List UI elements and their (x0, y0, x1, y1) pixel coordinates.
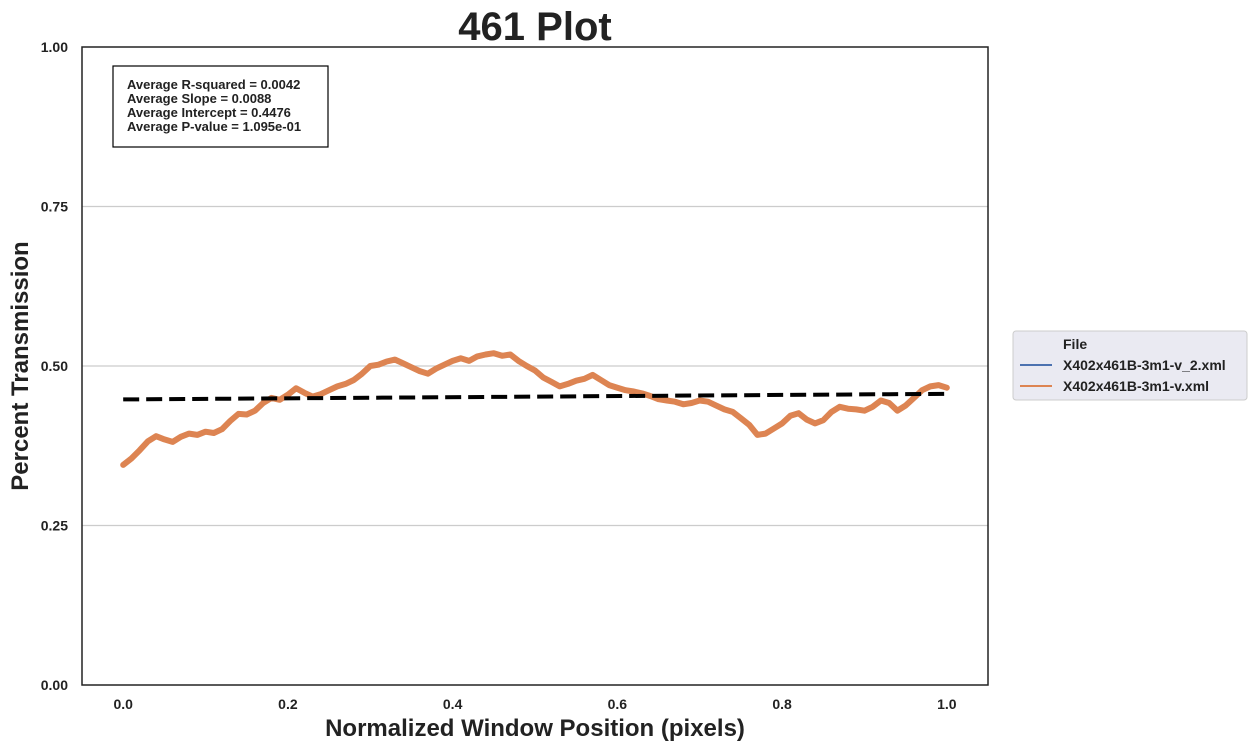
legend-title: File (1063, 336, 1087, 352)
x-axis-label: Normalized Window Position (pixels) (325, 715, 745, 742)
x-tick-label-5: 1.0 (937, 696, 957, 712)
y-axis-label: Percent Transmission (7, 241, 34, 490)
x-tick-label-0: 0.0 (113, 696, 133, 712)
series-group (120, 350, 950, 468)
stats-box-frame (112, 65, 329, 148)
chart-title: 461 Plot (458, 5, 611, 49)
legend-label-0: X402x461B-3m1-v_2.xml (1063, 357, 1226, 373)
legend: File X402x461B-3m1-v_2.xml X402x461B-3m1… (1012, 330, 1248, 401)
y-tick-label-1: 0.25 (41, 518, 68, 534)
y-axis-ticks: 0.00 0.25 0.50 0.75 1.00 (41, 39, 68, 693)
y-tick-label-4: 1.00 (41, 39, 68, 55)
x-tick-label-2: 0.4 (443, 696, 463, 712)
y-tick-label-3: 0.75 (41, 199, 68, 215)
y-tick-label-2: 0.50 (41, 358, 68, 374)
gridlines (82, 205, 988, 527)
plot-frame (81, 46, 989, 686)
x-tick-label-4: 0.8 (772, 696, 792, 712)
series-line-0 (120, 350, 950, 468)
stats-r-squared: Average R-squared = 0.0042 (127, 77, 300, 92)
legend-frame (1012, 330, 1248, 401)
stats-slope: Average Slope = 0.0088 (127, 91, 271, 106)
x-axis-ticks: 0.0 0.2 0.4 0.6 0.8 1.0 (113, 696, 956, 712)
legend-label-1: X402x461B-3m1-v.xml (1063, 378, 1209, 394)
stats-intercept: Average Intercept = 0.4476 (127, 105, 291, 120)
stats-annotation-box: Average R-squared = 0.0042 Average Slope… (112, 65, 329, 148)
x-tick-label-3: 0.6 (608, 696, 628, 712)
stats-p-value: Average P-value = 1.095e-01 (127, 119, 301, 134)
y-tick-label-0: 0.00 (41, 677, 68, 693)
x-tick-label-1: 0.2 (278, 696, 298, 712)
